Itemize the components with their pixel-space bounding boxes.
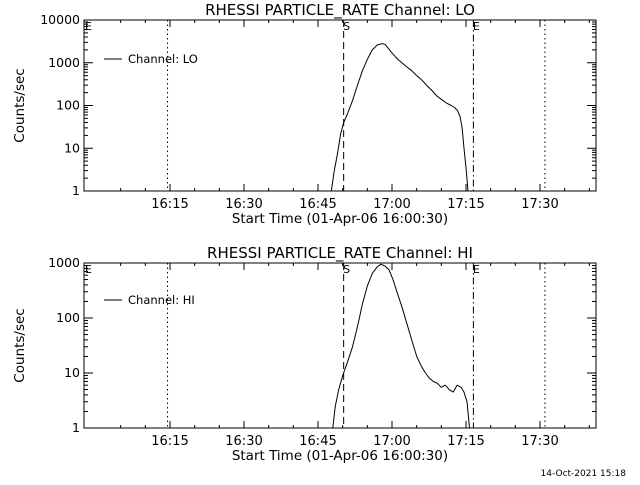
y-tick-label: 10000	[40, 12, 80, 27]
y-tick-label: 10	[64, 140, 80, 155]
corner-label: E	[85, 263, 92, 276]
y-tick-label: 10	[64, 365, 80, 380]
y-tick-label: 1	[72, 183, 80, 198]
x-tick-label: 17:15	[447, 197, 484, 212]
corner-label: E	[85, 20, 92, 33]
chart-title: RHESSI PARTICLE_RATE Channel: HI	[207, 244, 473, 263]
x-tick-label: 17:00	[373, 434, 410, 449]
x-tick-label: 16:15	[151, 197, 188, 212]
series-line-channelhi	[332, 263, 470, 429]
marker-label: E	[473, 263, 480, 276]
legend-label: Channel: LO	[128, 52, 198, 66]
marker-label: S	[343, 263, 350, 276]
legend-label: Channel: HI	[128, 293, 195, 307]
x-tick-label: 16:30	[225, 434, 262, 449]
x-tick-label: 16:45	[299, 434, 336, 449]
series-line-channello	[330, 43, 469, 192]
x-tick-label: 17:00	[373, 197, 410, 212]
y-tick-label: 100	[56, 98, 80, 113]
marker-label: E	[473, 20, 480, 33]
y-axis-label: Counts/sec	[12, 68, 28, 142]
chart-panel-lo: RHESSI PARTICLE_RATE Channel: LO 16:15 16:…	[12, 1, 597, 227]
plot-frame	[83, 19, 597, 192]
x-tick-label: 16:15	[151, 434, 188, 449]
marker-label: S	[343, 20, 350, 33]
x-tick-label: 17:30	[521, 197, 558, 212]
y-tick-label: 100	[56, 310, 80, 325]
x-tick-label: 16:45	[299, 197, 336, 212]
chart-title: RHESSI PARTICLE_RATE Channel: LO	[205, 1, 475, 20]
x-tick-label: 17:30	[521, 434, 558, 449]
y-tick-label: 1000	[48, 255, 80, 270]
x-axis-label: Start Time (01-Apr-06 16:00:30)	[232, 211, 448, 227]
x-tick-label: 17:15	[447, 434, 484, 449]
x-tick-label: 16:30	[225, 197, 262, 212]
y-axis-label: Counts/sec	[12, 308, 28, 382]
timestamp: 14-Oct-2021 15:18	[541, 469, 627, 479]
y-tick-label: 1	[72, 420, 80, 435]
plot-frame	[83, 262, 597, 429]
x-axis-label: Start Time (01-Apr-06 16:00:30)	[232, 448, 448, 464]
chart-panel-hi: RHESSI PARTICLE_RATE Channel: HI 16:15 16:…	[12, 244, 597, 464]
y-tick-label: 1000	[48, 55, 80, 70]
